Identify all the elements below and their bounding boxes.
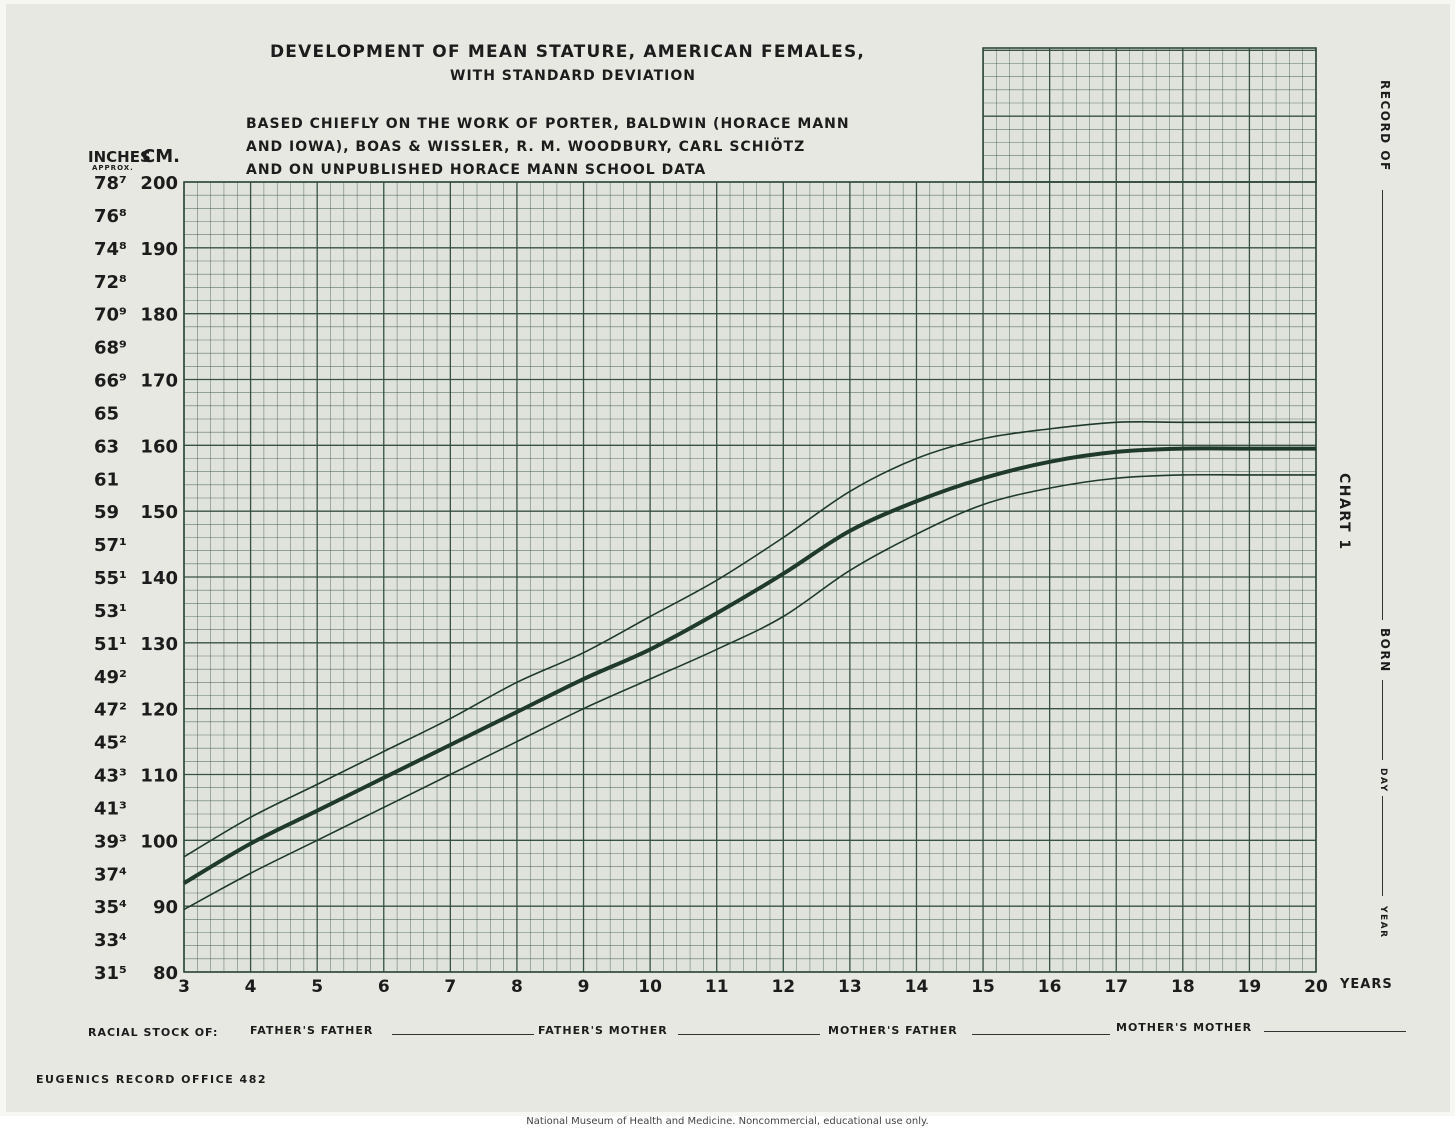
inch-tick-label: 68⁹ bbox=[94, 338, 127, 359]
x-tick-label: 12 bbox=[771, 977, 795, 997]
day-line bbox=[1382, 796, 1383, 896]
cm-tick-label: 170 bbox=[140, 371, 178, 392]
mothers-mother-line bbox=[1264, 1031, 1406, 1032]
x-tick-label: 9 bbox=[578, 977, 590, 997]
x-tick-label: 3 bbox=[178, 977, 190, 997]
cm-tick-label: 160 bbox=[140, 436, 178, 457]
fathers-father-line bbox=[392, 1034, 534, 1035]
cm-tick-label: 100 bbox=[140, 831, 178, 852]
inch-tick-label: 74⁸ bbox=[94, 239, 127, 260]
x-tick-label: 6 bbox=[378, 977, 390, 997]
year-label: YEAR bbox=[1378, 906, 1388, 939]
cm-tick-label: 90 bbox=[153, 897, 178, 918]
approx-label: APPROX. bbox=[92, 164, 134, 172]
born-label: BORN bbox=[1378, 628, 1392, 673]
x-tick-label: 4 bbox=[245, 977, 257, 997]
cm-tick-label: 110 bbox=[140, 766, 178, 787]
source-line-3: and on unpublished Horace Mann School Da… bbox=[246, 162, 707, 178]
x-tick-label: 8 bbox=[511, 977, 523, 997]
inch-tick-label: 49² bbox=[94, 667, 127, 688]
x-tick-label: 20 bbox=[1304, 977, 1328, 997]
office-label: EUGENICS RECORD OFFICE 482 bbox=[36, 1073, 268, 1086]
inch-tick-label: 51¹ bbox=[94, 634, 127, 655]
inches-unit-label: INCHES bbox=[88, 148, 151, 166]
mean-stature-curve bbox=[182, 446, 1316, 885]
inch-tick-label: 76⁸ bbox=[94, 206, 127, 227]
inch-tick-label: 70⁹ bbox=[94, 305, 127, 326]
cm-tick-label: 200 bbox=[140, 173, 178, 194]
lower-sd-curve bbox=[183, 473, 1316, 911]
inch-tick-label: 59 bbox=[94, 502, 119, 523]
mothers-father-line bbox=[972, 1034, 1110, 1035]
inch-tick-label: 63 bbox=[94, 436, 119, 457]
cm-tick-label: 180 bbox=[140, 305, 178, 326]
born-line bbox=[1382, 680, 1383, 760]
mothers-mother-label: MOTHER'S MOTHER bbox=[1116, 1021, 1253, 1034]
upper-sd-curve bbox=[183, 421, 1316, 858]
inch-tick-label: 78⁷ bbox=[94, 173, 127, 194]
mothers-father-label: MOTHER'S FATHER bbox=[828, 1024, 958, 1037]
cm-tick-label: 80 bbox=[153, 963, 178, 984]
x-tick-label: 15 bbox=[971, 977, 995, 997]
x-tick-label: 18 bbox=[1171, 977, 1195, 997]
fathers-mother-label: FATHER'S MOTHER bbox=[538, 1024, 668, 1037]
inch-tick-label: 31⁵ bbox=[94, 963, 127, 984]
racial-stock-label: RACIAL STOCK OF: bbox=[88, 1026, 219, 1039]
record-of-line bbox=[1382, 190, 1383, 620]
inch-tick-label: 37⁴ bbox=[94, 864, 127, 885]
chart-subtitle: with Standard Deviation bbox=[450, 68, 696, 84]
plot-area-extension bbox=[983, 48, 1316, 182]
record-of-label: RECORD OF bbox=[1378, 80, 1392, 172]
fathers-mother-line bbox=[678, 1034, 820, 1035]
cm-unit-label: CM. bbox=[142, 146, 180, 167]
plot-frame bbox=[183, 181, 1317, 973]
inch-tick-label: 61 bbox=[94, 469, 119, 490]
cm-tick-label: 130 bbox=[140, 634, 178, 655]
cm-tick-label: 190 bbox=[140, 239, 178, 260]
inch-tick-label: 33⁴ bbox=[94, 930, 127, 951]
inch-tick-label: 66⁹ bbox=[94, 371, 127, 392]
cm-tick-label: 120 bbox=[140, 700, 178, 721]
x-tick-label: 14 bbox=[905, 977, 929, 997]
day-label: DAY bbox=[1378, 768, 1388, 793]
inch-tick-label: 41³ bbox=[94, 798, 127, 819]
chart-title: Development of Mean Stature, American Fe… bbox=[270, 42, 866, 62]
inch-tick-label: 72⁸ bbox=[94, 272, 127, 293]
cm-tick-label: 140 bbox=[140, 568, 178, 589]
x-tick-label: 19 bbox=[1238, 977, 1262, 997]
fathers-father-label: FATHER'S FATHER bbox=[250, 1024, 374, 1037]
chart-number-label: CHART 1 bbox=[1336, 473, 1352, 551]
inch-tick-label: 57¹ bbox=[94, 535, 127, 556]
inch-tick-label: 53¹ bbox=[94, 601, 127, 622]
x-tick-label: 17 bbox=[1104, 977, 1128, 997]
image-caption: National Museum of Health and Medicine. … bbox=[0, 1116, 1455, 1132]
x-tick-label: 7 bbox=[444, 977, 456, 997]
x-tick-label: 13 bbox=[838, 977, 862, 997]
x-tick-label: 5 bbox=[311, 977, 323, 997]
source-line-1: Based chiefly on the work of Porter, Bal… bbox=[246, 116, 850, 132]
x-tick-label: 11 bbox=[705, 977, 729, 997]
source-line-2: and Iowa), Boas & Wissler, R. M. Woodbur… bbox=[246, 139, 806, 155]
inch-tick-label: 35⁴ bbox=[94, 897, 127, 918]
x-tick-label: 16 bbox=[1038, 977, 1062, 997]
plot-frame-extension bbox=[982, 47, 1317, 183]
inch-tick-label: 47² bbox=[94, 700, 127, 721]
x-tick-label: 10 bbox=[638, 977, 662, 997]
cm-tick-label: 150 bbox=[140, 502, 178, 523]
inch-tick-label: 39³ bbox=[94, 831, 127, 852]
inch-tick-label: 45² bbox=[94, 733, 127, 754]
inch-tick-label: 43³ bbox=[94, 766, 127, 787]
x-axis-unit-label: YEARS bbox=[1339, 977, 1393, 992]
inch-tick-label: 55¹ bbox=[94, 568, 127, 589]
inch-tick-label: 65 bbox=[94, 403, 119, 424]
